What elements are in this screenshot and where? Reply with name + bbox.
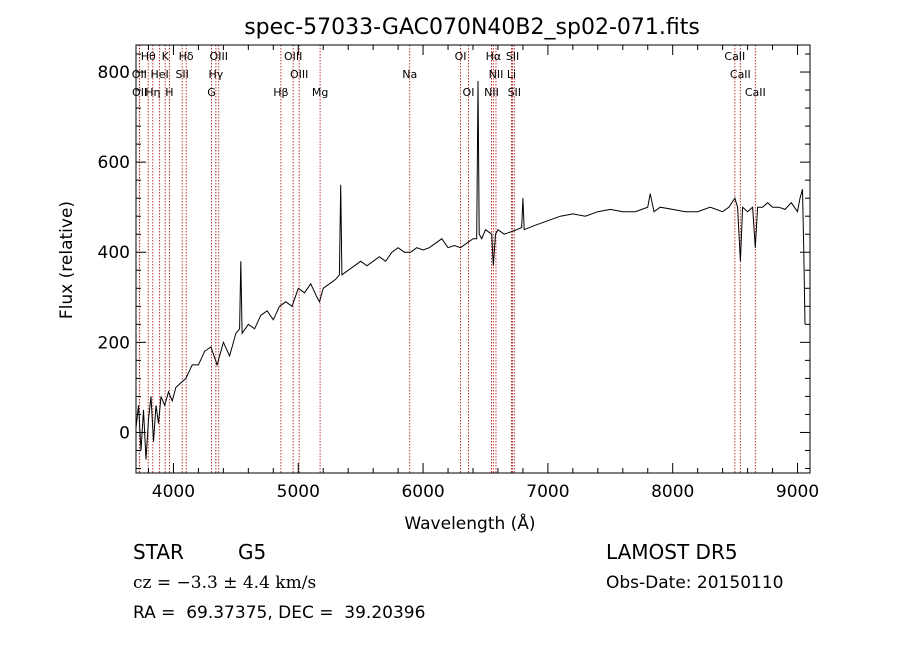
line-label-19: Hη <box>145 86 160 99</box>
line-label-11: SII <box>175 68 188 81</box>
y-tick-label-600: 600 <box>98 153 130 173</box>
line-label-2: Hδ <box>179 50 194 63</box>
x-tick-label-7000: 7000 <box>526 482 569 502</box>
x-tick-label-8000: 8000 <box>651 482 694 502</box>
survey-name: LAMOST DR5 <box>606 540 738 564</box>
y-tick-label-200: 200 <box>98 333 130 353</box>
x-tick-label-9000: 9000 <box>776 482 819 502</box>
axis-tick-labels: 4000 5000 6000 7000 8000 9000 0 200 400 600 800 <box>98 63 820 502</box>
axis-ticks <box>136 45 810 473</box>
line-label-4: OIII <box>284 50 302 63</box>
line-label-14: Na <box>402 68 417 81</box>
line-label-23: Mg <box>312 86 328 99</box>
x-tick-label-6000: 6000 <box>401 482 444 502</box>
line-label-10: HeI <box>150 68 168 81</box>
line-label-7: SII <box>506 50 519 63</box>
line-label-8: CaII <box>724 50 745 63</box>
spectral-subclass: G5 <box>238 540 267 564</box>
object-type: STAR <box>133 540 184 564</box>
x-axis-label: Wavelength (Å) <box>404 512 535 534</box>
y-tick-label-400: 400 <box>98 243 130 263</box>
line-label-6: Hα <box>486 50 502 63</box>
line-label-20: H <box>165 86 173 99</box>
x-tick-label-5000: 5000 <box>277 482 320 502</box>
spectrum-line <box>135 80 806 460</box>
line-label-21: G <box>207 86 216 99</box>
line-label-25: NII <box>484 86 499 99</box>
line-label-13: OIII <box>290 68 308 81</box>
line-markers <box>138 45 756 473</box>
line-label-17: CaII <box>730 68 751 81</box>
chart-title: spec-57033-GAC070N40B2_sp02-071.fits <box>244 15 700 40</box>
line-label-3: OIII <box>210 50 228 63</box>
line-label-9: OII <box>132 68 147 81</box>
y-tick-label-0: 0 <box>119 423 130 443</box>
line-label-0: Hθ <box>141 50 156 63</box>
line-label-12: Hγ <box>208 68 223 81</box>
redshift-cz: cz = −3.3 ± 4.4 km/s <box>133 573 317 593</box>
line-label-27: CaII <box>745 86 766 99</box>
line-label-16: Li <box>507 68 516 81</box>
y-axis-label: Flux (relative) <box>57 201 77 319</box>
observation-date: Obs-Date: 20150110 <box>606 573 784 593</box>
line-label-26: SII <box>508 86 521 99</box>
x-tick-label-4000: 4000 <box>152 482 195 502</box>
line-label-24: OI <box>463 86 475 99</box>
plot-frame <box>135 44 811 474</box>
line-label-5: OI <box>455 50 467 63</box>
line-label-22: Hβ <box>273 86 288 99</box>
line-label-15: NII <box>489 68 504 81</box>
line-labels: Hθ K Hδ OIII OIII OI Hα SII CaII OII HeI SII Hγ OIII N… <box>132 50 766 99</box>
ra-dec-coordinates: RA = 69.37375, DEC = 39.20396 <box>133 603 426 623</box>
line-label-1: K <box>162 50 170 63</box>
y-tick-label-800: 800 <box>98 63 130 83</box>
